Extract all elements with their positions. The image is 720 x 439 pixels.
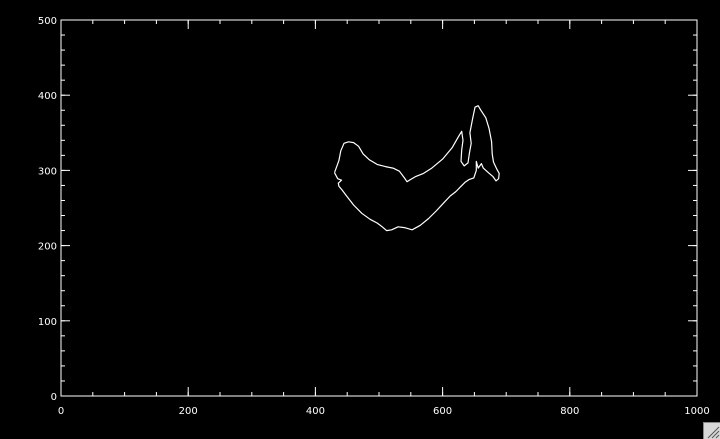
contour-line [333, 105, 500, 232]
x-tick-label: 400 [306, 406, 325, 417]
x-tick-label: 800 [560, 406, 579, 417]
x-tick-label: 0 [58, 406, 64, 417]
x-tick-label: 200 [179, 406, 198, 417]
y-tick-label: 300 [38, 166, 57, 177]
y-tick-label: 100 [38, 317, 57, 328]
y-tick-label: 400 [38, 91, 57, 102]
axis-tick-labels: 0 200 400 600 800 1000 0 100 200 300 400 500 [38, 16, 710, 417]
y-tick-label: 200 [38, 242, 57, 253]
y-tick-label: 0 [51, 392, 57, 403]
y-tick-label: 500 [38, 16, 57, 27]
x-tick-label: 600 [433, 406, 452, 417]
x-tick-label: 1000 [684, 406, 709, 417]
axis-ticks [60, 19, 698, 397]
resize-grip-icon[interactable] [703, 422, 720, 439]
